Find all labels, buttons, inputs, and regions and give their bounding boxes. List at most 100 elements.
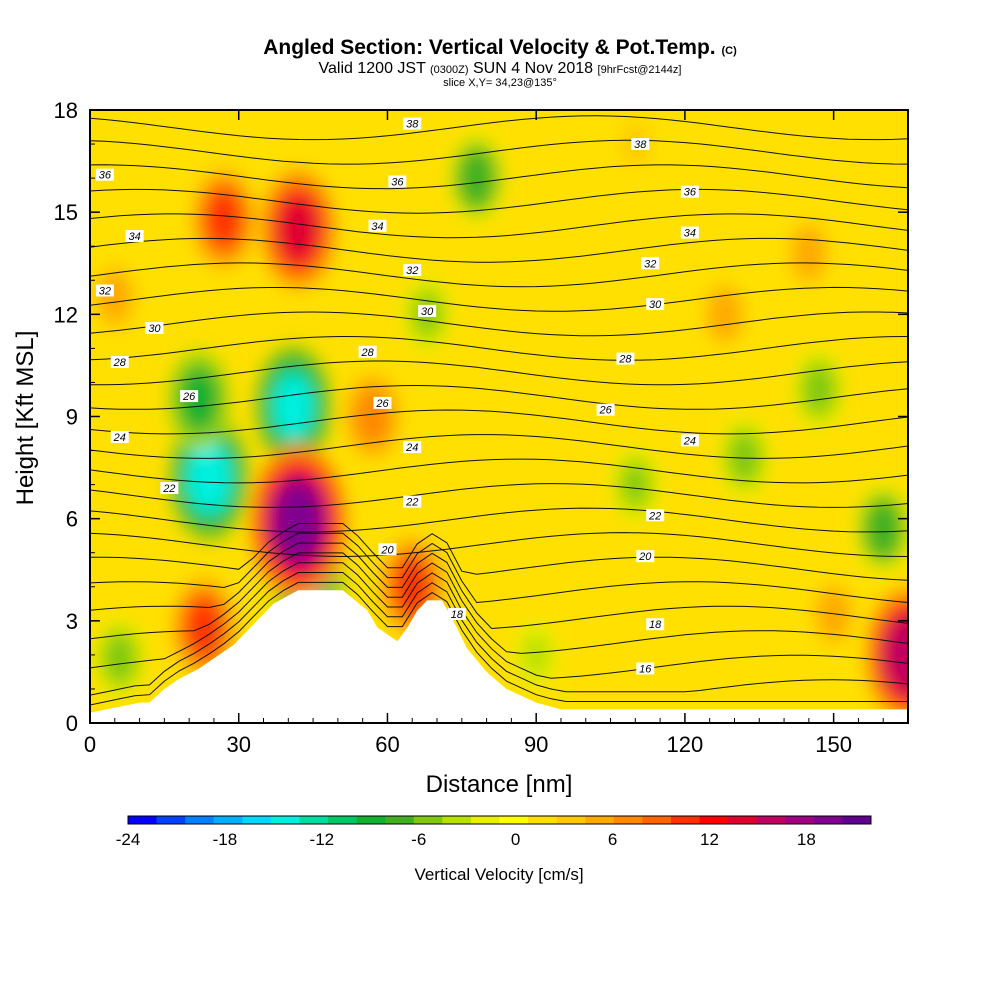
y-tick-label: 18	[54, 98, 78, 123]
colorbar-swatch	[385, 816, 415, 824]
colorbar-swatch	[270, 816, 300, 824]
y-tick-label: 15	[54, 200, 78, 225]
colorbar-swatch	[670, 816, 701, 824]
terrain	[90, 590, 908, 723]
velocity-cell	[885, 618, 908, 692]
y-tick-label: 9	[66, 405, 78, 430]
velocity-cell	[731, 436, 758, 479]
svg-text:26: 26	[375, 398, 389, 410]
x-tick-label: 60	[375, 732, 399, 757]
svg-text:22: 22	[162, 483, 175, 495]
svg-text:30: 30	[421, 306, 434, 318]
isentrope-line	[90, 523, 908, 581]
contour-label: 32	[95, 284, 114, 297]
colorbar-swatch	[356, 816, 386, 824]
isentrope-line	[90, 139, 908, 165]
colorbar-title: Vertical Velocity [cm/s]	[414, 865, 583, 884]
x-tick-label: 90	[524, 732, 548, 757]
svg-text:36: 36	[99, 170, 112, 182]
colorbar-swatch	[785, 816, 815, 824]
contour-label: 24	[110, 430, 129, 444]
velocity-cell	[805, 368, 832, 410]
isentrope-line	[90, 532, 908, 604]
contour-label: 26	[373, 396, 392, 410]
velocity-cell	[868, 505, 898, 553]
contour-label: 24	[680, 434, 699, 447]
velocity-cell	[272, 481, 324, 563]
colorbar-swatch	[128, 816, 158, 824]
contour-label: 26	[596, 403, 615, 417]
colorbar-swatch	[499, 816, 529, 824]
velocity-cell	[278, 197, 319, 262]
y-tick-label: 0	[66, 711, 78, 736]
y-tick-label: 12	[54, 302, 78, 327]
contour-label: 30	[646, 298, 665, 311]
isentrope-line	[90, 581, 908, 706]
colorbar-swatch	[842, 816, 872, 824]
colorbar-swatch	[642, 816, 672, 824]
velocity-cell	[461, 154, 492, 202]
x-tick-label: 30	[226, 732, 250, 757]
velocity-cell	[524, 637, 548, 673]
colorbar-swatch	[299, 816, 329, 824]
y-tick-label: 3	[66, 609, 78, 634]
svg-text:32: 32	[406, 265, 418, 277]
svg-text:32: 32	[99, 285, 111, 297]
colorbar-tick-label: -18	[213, 830, 238, 849]
svg-text:34: 34	[128, 231, 140, 243]
x-tick-label: 0	[84, 732, 96, 757]
isentrope-line	[90, 552, 908, 654]
y-axis-title: Height [Kft MSL]	[12, 331, 39, 506]
chart-title: Angled Section: Vertical Velocity & Pot.…	[263, 36, 737, 59]
isentrope-line	[90, 458, 908, 484]
velocity-cell	[273, 374, 314, 439]
velocity-cell	[188, 444, 230, 512]
isentrope-line	[90, 572, 908, 696]
colorbar-swatch	[756, 816, 786, 824]
x-tick-label: 120	[667, 732, 704, 757]
colorbar-swatch	[213, 816, 243, 824]
velocity-cell	[206, 191, 242, 247]
colorbar-swatch	[185, 816, 215, 824]
contour-label: 28	[358, 345, 377, 359]
isentrope-line	[90, 532, 908, 558]
contour-label: 18	[447, 608, 466, 621]
colorbar-swatch	[556, 816, 586, 824]
colorbar-swatch	[328, 816, 358, 824]
svg-text:26: 26	[598, 405, 612, 417]
svg-text:24: 24	[405, 442, 418, 454]
svg-text:34: 34	[684, 228, 696, 240]
svg-text:28: 28	[618, 354, 632, 366]
svg-text:24: 24	[683, 435, 696, 447]
svg-text:34: 34	[371, 221, 383, 233]
contour-label: 34	[125, 230, 144, 243]
isentrope-line	[90, 360, 908, 386]
svg-text:26: 26	[182, 391, 196, 403]
plot-area: 38 38 36 36 36 34 34 34 32 32 32 30 30 30 28 28 28 26 26 26…	[90, 110, 908, 723]
colorbar-swatch	[699, 816, 729, 824]
isentrope-line	[90, 507, 908, 533]
slice-info: slice X,Y= 34,23@135°	[443, 77, 557, 89]
colorbar-swatch	[528, 816, 558, 824]
contour-label: 32	[403, 264, 422, 277]
contour-label: 22	[646, 509, 665, 522]
contour-label: 36	[95, 168, 114, 182]
colorbar-tick-label: 12	[700, 830, 719, 849]
svg-text:20: 20	[380, 544, 394, 556]
contour-label: 32	[641, 257, 660, 270]
colorbar-swatch	[156, 816, 186, 824]
svg-text:30: 30	[148, 323, 161, 335]
contour-label: 38	[403, 117, 422, 131]
isentrope-line	[90, 409, 908, 435]
svg-text:16: 16	[639, 664, 652, 676]
contour-label: 30	[145, 321, 164, 335]
contour-label: 20	[378, 543, 397, 556]
isentrope-line	[90, 188, 908, 214]
svg-text:30: 30	[649, 299, 662, 311]
contour-label: 34	[368, 219, 387, 233]
velocity-cell	[182, 373, 216, 426]
colorbar-tick-label: -12	[310, 830, 335, 849]
svg-text:22: 22	[405, 497, 418, 509]
isentrope-line	[90, 262, 908, 288]
y-tick-label: 6	[66, 507, 78, 532]
